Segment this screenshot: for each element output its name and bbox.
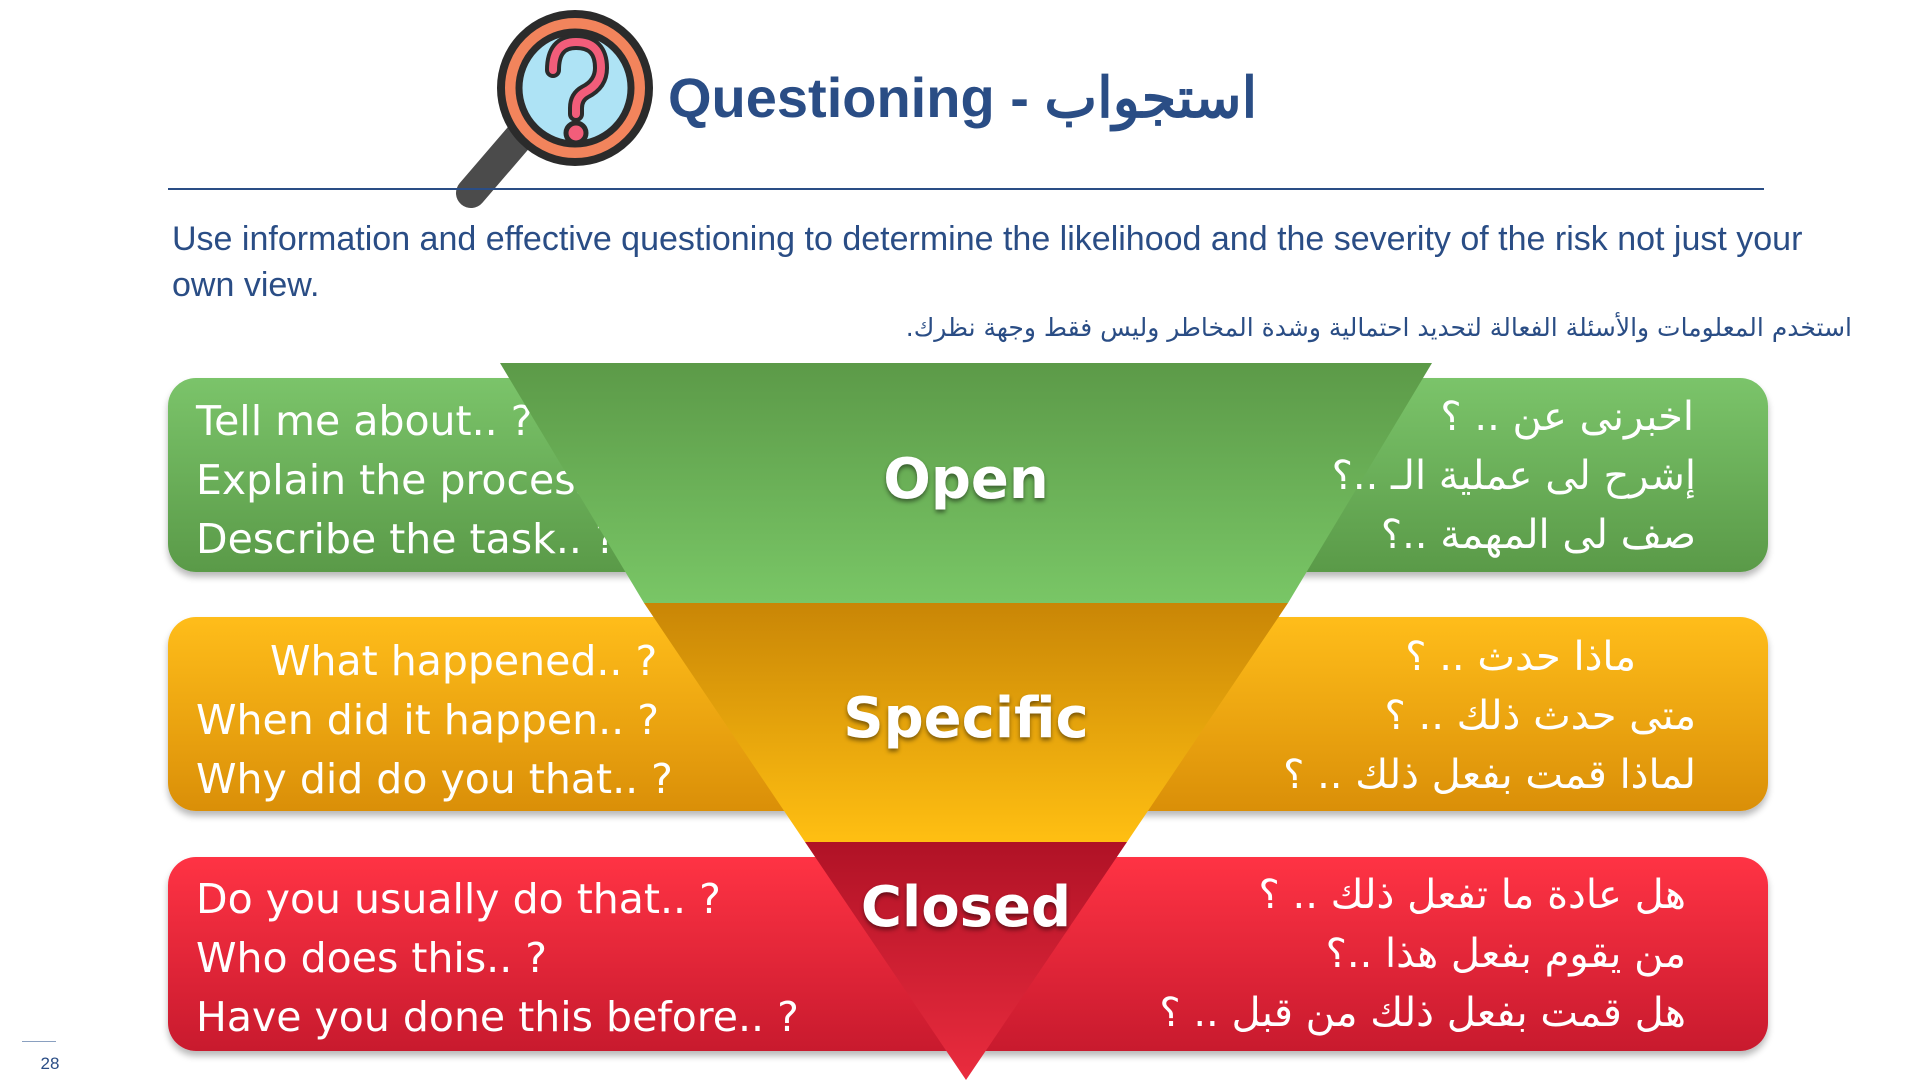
question-line: What happened.. ? [270, 637, 658, 685]
question-line: Do you usually do that.. ? [196, 875, 721, 923]
question-line: من يقوم بفعل هذا ..؟ [1325, 931, 1686, 977]
question-line: Explain the process [196, 456, 597, 504]
question-line: هل عادة ما تفعل ذلك .. ؟ [1258, 872, 1686, 918]
page-title: Questioning - استجواب [668, 66, 1258, 129]
stage-label-specific: Specific [843, 686, 1089, 751]
closed-english-questions: Do you usually do that.. ? Who does this… [196, 870, 799, 1047]
specific-arabic-questions: ماذا حدث .. ؟ متى حدث ذلك .. ؟ لماذا قمت… [1096, 628, 1696, 805]
question-line: Tell me about.. ? [196, 397, 533, 445]
open-english-questions: Tell me about.. ? Explain the process De… [196, 392, 756, 569]
magnifier-question-icon [445, 8, 655, 208]
title-divider [168, 188, 1764, 190]
question-line: Describe the task.. ? [196, 515, 617, 563]
slide-number: 28 [40, 1054, 60, 1073]
question-line: ماذا حدث .. ؟ [1405, 634, 1636, 680]
question-line: لماذا قمت بفعل ذلك .. ؟ [1283, 752, 1696, 798]
question-line: Who does this.. ? [196, 934, 548, 982]
intro-text-english: Use information and effective questionin… [172, 220, 1803, 304]
question-line: هل قمت بفعل ذلك من قبل .. ؟ [1159, 990, 1686, 1036]
slide-number-divider [22, 1041, 56, 1042]
question-line: Why did do you that.. ? [196, 755, 673, 803]
question-line: صف لى المهمة ..؟ [1380, 512, 1696, 558]
open-arabic-questions: اخبرنى عن .. ؟ إشرح لى عملية الـ ..؟ صف … [1096, 388, 1696, 565]
funnel-specific-segment [644, 603, 1288, 842]
funnel-open-segment [500, 363, 1432, 603]
question-line: متى حدث ذلك .. ؟ [1384, 693, 1696, 739]
funnel-closed-segment [805, 842, 1127, 1080]
question-line: إشرح لى عملية الـ ..؟ [1331, 453, 1696, 499]
question-line: Have you done this before.. ? [196, 993, 799, 1041]
closed-arabic-questions: هل عادة ما تفعل ذلك .. ؟ من يقوم بفعل هذ… [1096, 866, 1696, 1043]
specific-english-questions: What happened.. ? When did it happen.. ?… [196, 632, 756, 809]
stage-label-open: Open [883, 447, 1049, 512]
question-line: اخبرنى عن .. ؟ [1440, 394, 1694, 440]
stage-label-closed: Closed [860, 875, 1072, 940]
intro-text-arabic: استخدم المعلومات والأسئلة الفعالة لتحديد… [905, 313, 1852, 342]
question-line: When did it happen.. ? [196, 696, 659, 744]
